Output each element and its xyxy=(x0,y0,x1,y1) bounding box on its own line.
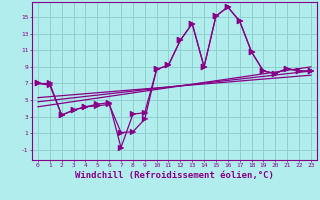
X-axis label: Windchill (Refroidissement éolien,°C): Windchill (Refroidissement éolien,°C) xyxy=(75,171,274,180)
